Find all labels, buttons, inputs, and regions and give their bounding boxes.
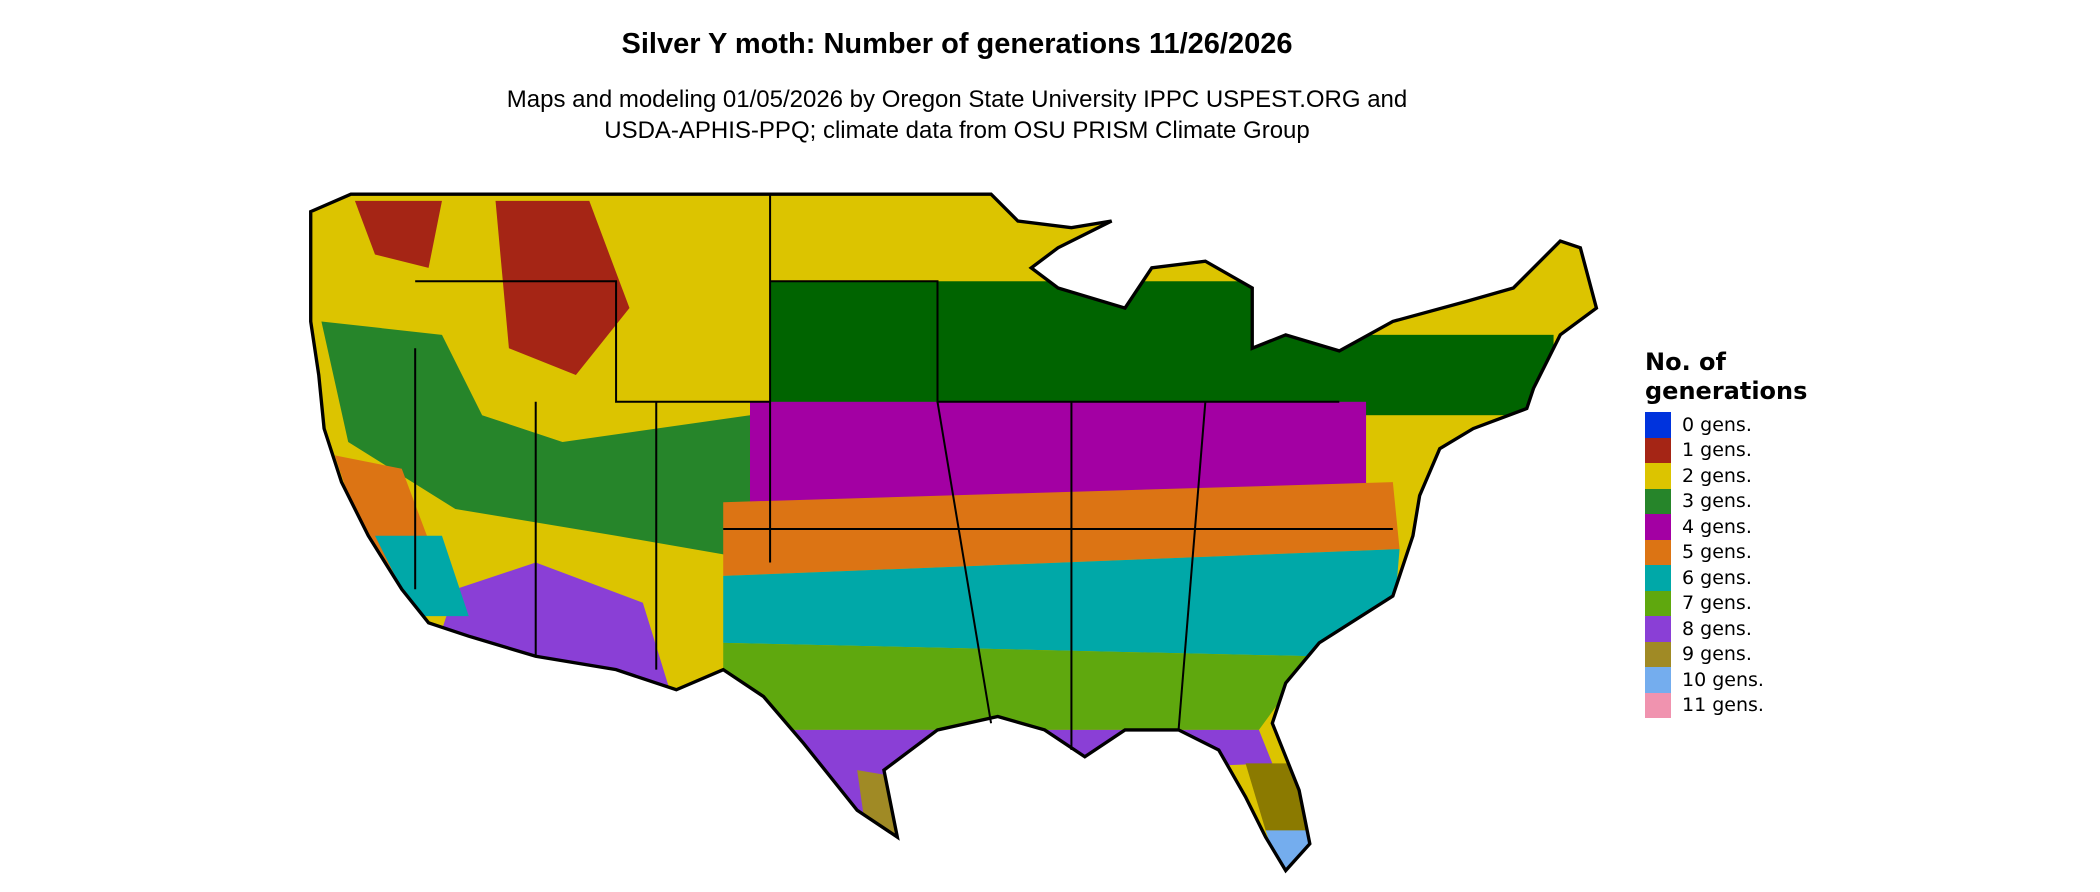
legend-item: 7 gens. [1645, 590, 1785, 616]
legend-item: 3 gens. [1645, 488, 1785, 514]
legend-swatch [1645, 437, 1671, 463]
legend-item: 9 gens. [1645, 641, 1785, 667]
zone-3-gens-central [770, 281, 1306, 409]
zone-6-gens-california [375, 535, 469, 617]
state-borders [414, 194, 1393, 751]
legend-swatch [1645, 412, 1671, 438]
legend-label: 9 gens. [1682, 643, 1752, 666]
zone-8-gens [723, 729, 1273, 858]
legend-item: 11 gens. [1645, 692, 1785, 718]
legend-label: 2 gens. [1682, 464, 1752, 487]
zone-1-gens-wa [354, 200, 442, 268]
legend-item: 10 gens. [1645, 667, 1785, 693]
legend-item: 5 gens. [1645, 539, 1785, 565]
legend-label: 10 gens. [1682, 668, 1764, 691]
legend-label: 7 gens. [1682, 592, 1752, 615]
legend-item: 4 gens. [1645, 514, 1785, 540]
map-subtitle-line-2: USDA-APHIS-PPQ; climate data from OSU PR… [604, 117, 1310, 144]
map-title: Silver Y moth: Number of generations 11/… [621, 28, 1293, 60]
legend-swatch [1645, 463, 1671, 489]
legend-label: 1 gens. [1682, 439, 1752, 462]
legend-swatch [1645, 590, 1671, 616]
legend-swatch [1645, 667, 1671, 693]
zone-4-gens [750, 401, 1367, 503]
legend-item: 1 gens. [1645, 437, 1785, 463]
zone-9-gens [1245, 763, 1306, 838]
map-subtitle-line-1: Maps and modeling 01/05/2026 by Oregon S… [506, 86, 1408, 113]
legend-item: 6 gens. [1645, 565, 1785, 591]
legend-swatch [1645, 565, 1671, 591]
legend-swatch [1645, 692, 1671, 718]
legend-swatch [1645, 641, 1671, 667]
legend: No. of generations 0 gens. 1 gens. 2 gens.… [1645, 348, 1808, 718]
legend-label: 0 gens. [1682, 413, 1752, 436]
legend-title: No. of generations [1645, 348, 1808, 405]
legend-swatch [1645, 488, 1671, 514]
legend-label: 8 gens. [1682, 617, 1752, 640]
zone-8-gens-southwest [441, 562, 670, 690]
legend-label: 6 gens. [1682, 566, 1752, 589]
zone-1-gens [495, 200, 630, 376]
legend-item: 8 gens. [1645, 616, 1785, 642]
legend-swatch [1645, 514, 1671, 540]
legend-swatch [1645, 616, 1671, 642]
legend-label: 3 gens. [1682, 490, 1752, 513]
legend-label: 11 gens. [1682, 694, 1764, 717]
zone-7-gens [723, 642, 1313, 730]
zone-3-gens-west [321, 321, 771, 563]
legend-label: 4 gens. [1682, 515, 1752, 538]
legend-label: 5 gens. [1682, 541, 1752, 564]
legend-swatch [1645, 539, 1671, 565]
legend-item: 0 gens. [1645, 412, 1785, 438]
legend-item: 2 gens. [1645, 463, 1785, 489]
zone-6-gens [723, 549, 1400, 657]
